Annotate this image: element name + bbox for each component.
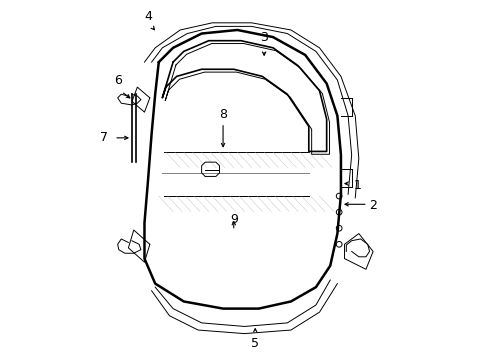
Text: 7: 7	[100, 131, 108, 144]
Text: 6: 6	[114, 74, 122, 87]
Text: 9: 9	[229, 213, 237, 226]
Text: 4: 4	[144, 10, 152, 23]
Text: 5: 5	[251, 337, 259, 350]
Text: 2: 2	[369, 198, 377, 212]
Text: 3: 3	[260, 31, 267, 44]
Text: 1: 1	[353, 179, 361, 192]
Text: 8: 8	[219, 108, 226, 121]
